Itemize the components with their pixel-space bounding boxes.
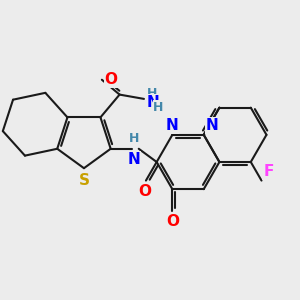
Text: O: O <box>104 72 118 87</box>
Text: N: N <box>128 152 140 167</box>
Text: N: N <box>206 118 218 133</box>
Text: H: H <box>147 87 157 101</box>
Text: N: N <box>166 118 179 133</box>
Text: F: F <box>263 164 274 179</box>
Text: H: H <box>153 101 164 114</box>
Text: O: O <box>138 184 151 199</box>
Text: H: H <box>129 133 139 146</box>
Text: O: O <box>166 214 179 229</box>
Text: S: S <box>79 173 89 188</box>
Text: N: N <box>147 95 159 110</box>
